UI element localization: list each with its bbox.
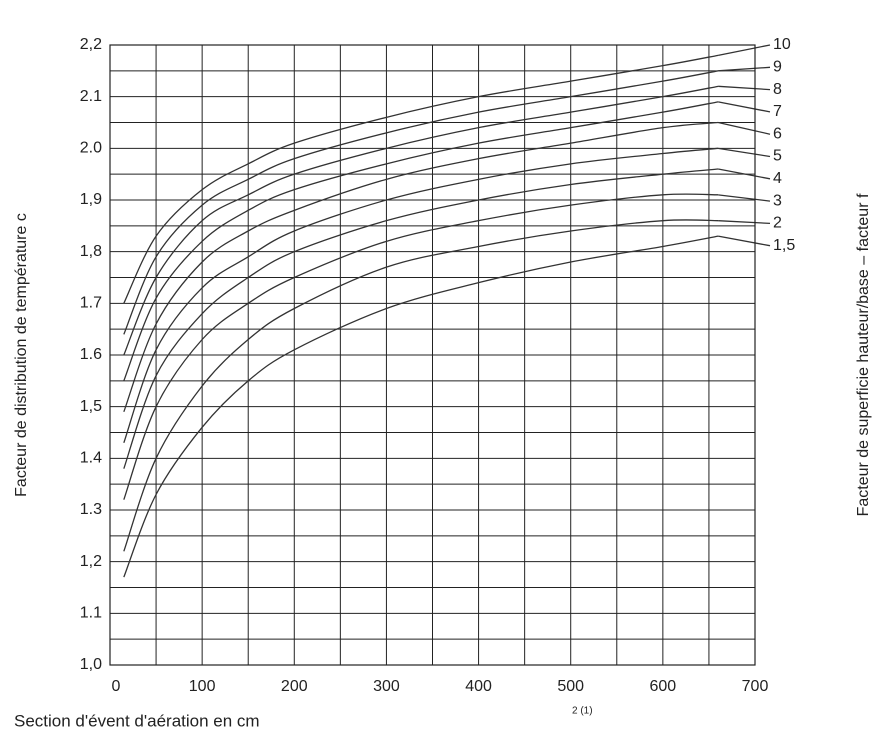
legend-leader bbox=[718, 220, 771, 225]
y-tick-label: 1.3 bbox=[80, 501, 102, 518]
line-series bbox=[123, 101, 719, 382]
legend-leader bbox=[718, 44, 771, 56]
x-axis-title-superscript: 2 (1) bbox=[572, 706, 593, 717]
legend-leader bbox=[718, 85, 771, 91]
legend-leader bbox=[718, 194, 771, 202]
x-axis-title: Section d'évent d'aération en cm bbox=[14, 711, 260, 730]
legend-label: 1,5 bbox=[773, 237, 795, 254]
y2-axis-title: Facteur de superficie hauteur/base – fac… bbox=[855, 193, 872, 516]
legend-leader bbox=[718, 101, 771, 113]
y-tick-label: 1.7 bbox=[80, 295, 102, 312]
x-tick-label: 100 bbox=[189, 678, 216, 695]
y-tick-label: 1.6 bbox=[80, 346, 102, 363]
line-series bbox=[123, 121, 719, 413]
x-tick-label: 300 bbox=[373, 678, 400, 695]
y-tick-label: 1.4 bbox=[80, 450, 102, 467]
line-series bbox=[123, 54, 719, 304]
legend-label: 8 bbox=[773, 81, 782, 98]
y-tick-label: 1,2 bbox=[80, 553, 102, 570]
x-tick-label: 200 bbox=[281, 678, 308, 695]
x-tick-label: 400 bbox=[465, 678, 492, 695]
line-series bbox=[123, 85, 719, 356]
x-tick-label: 0 bbox=[112, 678, 121, 695]
x-tick-label: 700 bbox=[742, 678, 769, 695]
line-series bbox=[123, 147, 719, 444]
y-tick-label: 1,9 bbox=[80, 191, 102, 208]
legend-leader bbox=[717, 121, 771, 135]
line-series bbox=[123, 70, 719, 335]
line-series bbox=[123, 168, 719, 469]
y-tick-label: 2.0 bbox=[80, 140, 102, 157]
x-tick-label: 600 bbox=[650, 678, 677, 695]
legend-label: 10 bbox=[773, 36, 791, 53]
legend-label: 7 bbox=[773, 103, 782, 120]
y-axis-title: Facteur de distribution de température c bbox=[13, 213, 30, 497]
legend-label: 2 bbox=[773, 215, 782, 232]
line-series bbox=[123, 193, 719, 500]
line-series bbox=[123, 235, 719, 578]
y-tick-label: 2,2 bbox=[80, 36, 102, 53]
plot-border bbox=[109, 44, 756, 666]
legend-leader bbox=[718, 168, 771, 180]
legend-leader bbox=[718, 147, 771, 158]
legend-label: 5 bbox=[773, 148, 782, 165]
y-tick-label: 1,0 bbox=[80, 656, 102, 673]
legend-leader bbox=[718, 235, 771, 247]
legend-label: 6 bbox=[773, 125, 782, 142]
line-series bbox=[123, 219, 719, 552]
x-tick-label: 500 bbox=[557, 678, 584, 695]
legend-label: 9 bbox=[773, 59, 782, 76]
y-tick-label: 2.1 bbox=[80, 88, 102, 105]
legend-leader bbox=[718, 66, 771, 72]
y-tick-label: 1,5 bbox=[80, 398, 102, 415]
legend-label: 3 bbox=[773, 192, 782, 209]
y-tick-label: 1,8 bbox=[80, 243, 102, 260]
legend-label: 4 bbox=[773, 170, 782, 187]
y-tick-label: 1.1 bbox=[80, 605, 102, 622]
